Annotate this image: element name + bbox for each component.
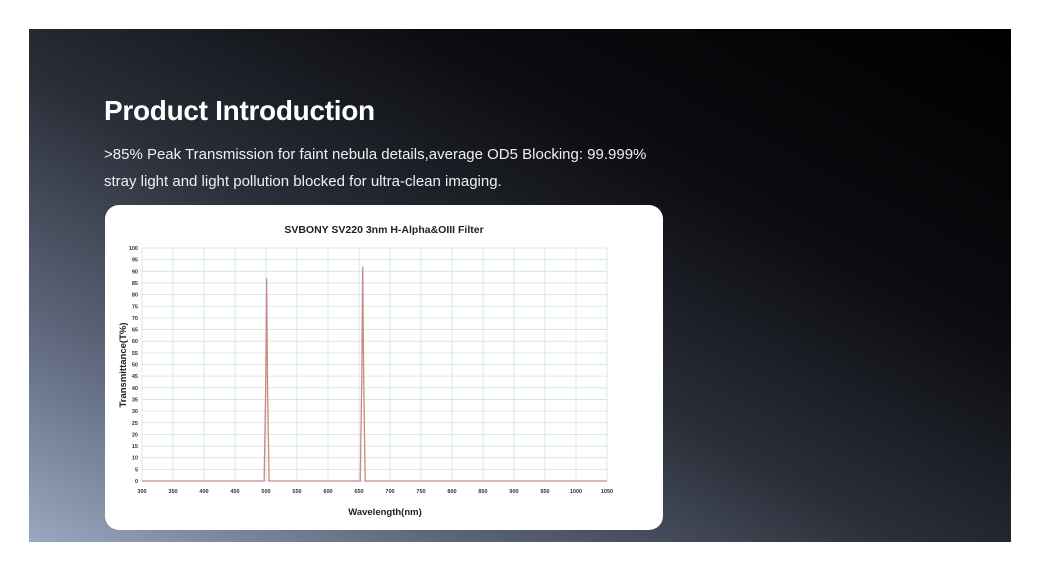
y-tick-label: 55	[132, 351, 138, 357]
page-title: Product Introduction	[104, 95, 375, 126]
y-tick-label: 40	[132, 386, 138, 392]
y-tick-label: 0	[135, 479, 138, 485]
transmission-chart: 300 350 400 450 500 550 600 650 700 750 800 850 900 9…	[118, 224, 613, 518]
y-tick-label: 90	[132, 269, 138, 275]
x-tick-label: 300	[137, 489, 146, 495]
x-tick-label: 400	[199, 489, 208, 495]
series-line	[142, 266, 607, 482]
x-tick-label: 1000	[570, 489, 582, 495]
y-tick-label: 20	[132, 432, 138, 438]
y-tick-label: 10	[132, 456, 138, 462]
chart-card: 300 350 400 450 500 550 600 650 700 750 800 850 900 9…	[105, 205, 663, 530]
y-tick-label: 50	[132, 363, 138, 369]
y-tick-label: 70	[132, 316, 138, 322]
x-tick-label: 600	[323, 489, 332, 495]
x-tick-label: 750	[416, 489, 425, 495]
y-tick-label: 65	[132, 328, 138, 334]
x-tick-label: 900	[509, 489, 518, 495]
y-tick-label: 15	[132, 444, 138, 450]
x-tick-label: 1050	[601, 489, 613, 495]
y-tick-label: 75	[132, 304, 138, 310]
y-tick-label: 80	[132, 293, 138, 299]
y-tick-label: 25	[132, 421, 138, 427]
x-tick-label: 650	[354, 489, 363, 495]
x-tick-label: 800	[447, 489, 456, 495]
y-tick-label: 85	[132, 281, 138, 287]
y-tick-label: 5	[135, 467, 138, 473]
y-tick-label: 45	[132, 374, 138, 380]
y-tick-label: 30	[132, 409, 138, 415]
x-tick-label: 350	[168, 489, 177, 495]
x-tick-label: 850	[478, 489, 487, 495]
y-tick-label: 100	[129, 246, 138, 252]
x-tick-label: 700	[385, 489, 394, 495]
y-tick-label: 95	[132, 258, 138, 264]
chart-title: SVBONY SV220 3nm H-Alpha&OIII Filter	[284, 224, 483, 236]
x-tick-label: 500	[261, 489, 270, 495]
description-line-1: >85% Peak Transmission for faint nebula …	[104, 146, 647, 163]
x-tick-label: 550	[292, 489, 301, 495]
y-axis-label: Transmittance(T%)	[118, 323, 129, 408]
x-tick-label: 450	[230, 489, 239, 495]
y-tick-label: 60	[132, 339, 138, 345]
y-tick-label: 35	[132, 397, 138, 403]
x-axis-label: Wavelength(nm)	[348, 507, 422, 518]
description-line-2: stray light and light pollution blocked …	[104, 173, 502, 190]
x-tick-label: 950	[540, 489, 549, 495]
